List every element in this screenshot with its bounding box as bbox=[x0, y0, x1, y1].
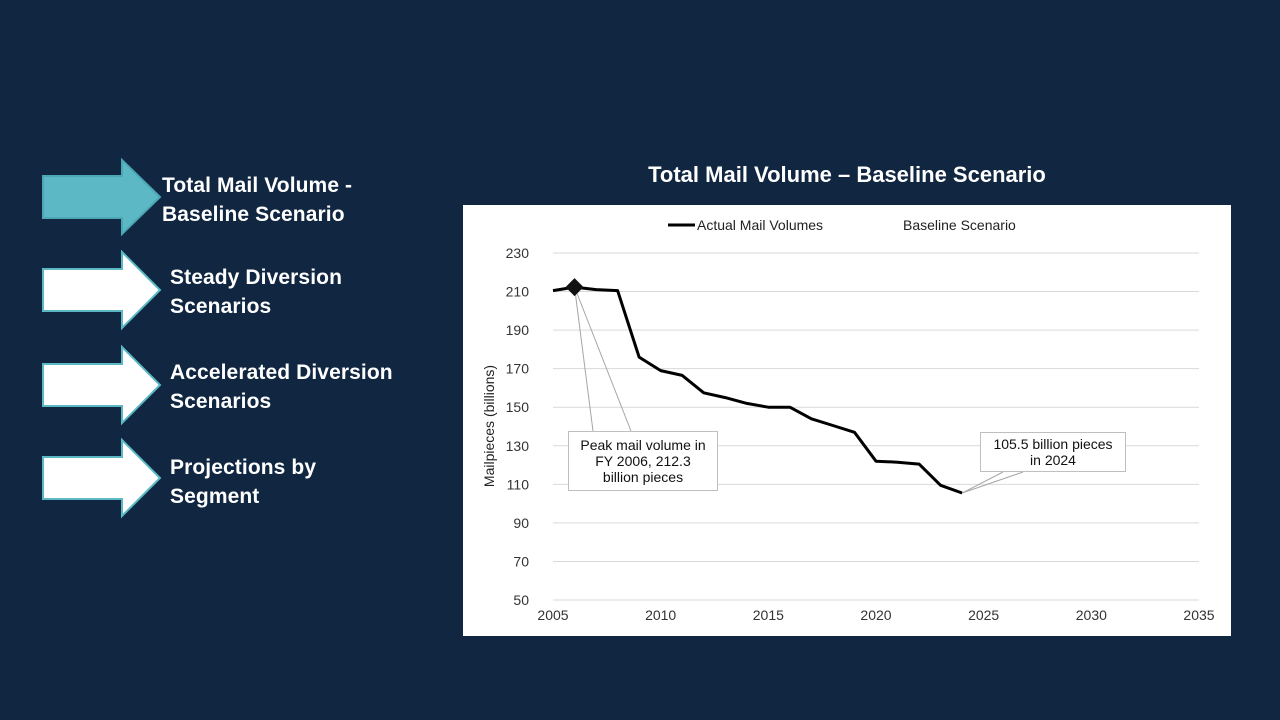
arrow-right-icon bbox=[42, 158, 162, 236]
y-tick-label: 110 bbox=[507, 476, 530, 492]
x-tick-label: 2035 bbox=[1183, 607, 1214, 623]
y-tick-label: 130 bbox=[506, 438, 530, 454]
callout-leader-line bbox=[574, 286, 632, 432]
chart-title: Total Mail Volume – Baseline Scenario bbox=[648, 162, 1046, 187]
y-tick-label: 230 bbox=[506, 245, 530, 261]
y-tick-label: 50 bbox=[513, 592, 529, 608]
callout-leader-line bbox=[961, 471, 1024, 494]
x-tick-label: 2030 bbox=[1076, 607, 1107, 623]
legend-entry-baseline: Baseline Scenario bbox=[903, 217, 1016, 233]
line-chart: 50 70 90 110 130 150 170 190 210 230 2005 2010 2015… bbox=[481, 217, 1215, 623]
arrow-right-icon bbox=[42, 438, 162, 519]
nav-item-projections-by-segment[interactable]: Projections by Segment bbox=[40, 438, 460, 520]
nav-item-label: Total Mail Volume - Baseline Scenario bbox=[162, 174, 353, 226]
nav-item-accelerated-diversion[interactable]: Accelerated Diversion Scenarios bbox=[40, 345, 460, 427]
peak-volume-callout: Peak mail volume in FY 2006, 212.3 billi… bbox=[568, 431, 718, 491]
y-tick-label: 70 bbox=[513, 553, 529, 569]
latest-volume-callout: 105.5 billion pieces in 2024 bbox=[980, 432, 1126, 472]
x-tick-label: 2005 bbox=[537, 607, 568, 623]
x-tick-label: 2020 bbox=[860, 607, 891, 623]
callout-leader-line bbox=[961, 471, 1004, 494]
nav-item-total-mail-volume[interactable]: Total Mail Volume - Baseline Scenario bbox=[40, 158, 460, 240]
nav-item-steady-diversion[interactable]: Steady Diversion Scenarios bbox=[40, 250, 460, 332]
y-axis-label: Mailpieces (billions) bbox=[481, 365, 497, 487]
arrow-right-icon bbox=[42, 345, 162, 426]
x-tick-label: 2015 bbox=[753, 607, 784, 623]
y-tick-label: 210 bbox=[506, 284, 530, 300]
callout-leader-line bbox=[574, 287, 594, 432]
y-tick-label: 150 bbox=[506, 399, 530, 415]
peak-marker bbox=[565, 278, 584, 297]
x-tick-label: 2025 bbox=[968, 607, 999, 623]
nav-item-label: Accelerated Diversion Scenarios bbox=[170, 361, 393, 413]
arrow-right-icon bbox=[42, 250, 162, 331]
series-line-actual bbox=[552, 285, 963, 495]
x-tick-label: 2010 bbox=[645, 607, 676, 623]
legend-entry-actual: Actual Mail Volumes bbox=[697, 217, 823, 233]
y-tick-label: 170 bbox=[506, 361, 530, 377]
nav-item-label: Projections by Segment bbox=[170, 456, 317, 508]
y-tick-label: 90 bbox=[513, 515, 529, 531]
nav-item-label: Steady Diversion Scenarios bbox=[170, 266, 342, 318]
chart-panel: 50 70 90 110 130 150 170 190 210 230 2005 2010 2015… bbox=[463, 205, 1231, 636]
y-tick-label: 190 bbox=[506, 322, 530, 338]
